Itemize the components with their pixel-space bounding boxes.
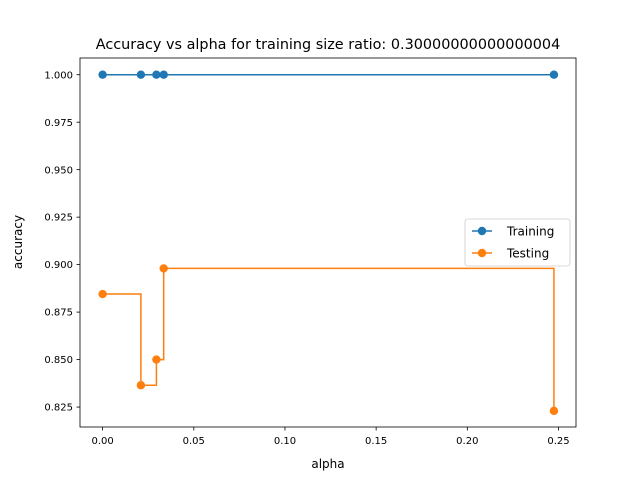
- y-tick-label: 0.850: [44, 355, 73, 366]
- data-point-training: [98, 70, 107, 79]
- data-point-testing: [152, 355, 161, 364]
- data-point-testing: [159, 264, 168, 273]
- data-point-training: [549, 70, 559, 79]
- legend-marker-testing: [477, 248, 487, 258]
- x-tick-label: 0.20: [456, 436, 478, 447]
- data-point-training: [152, 70, 161, 79]
- y-tick-label: 1.000: [44, 70, 73, 81]
- y-tick-label: 0.900: [44, 260, 73, 271]
- y-tick-label: 0.975: [44, 118, 73, 129]
- axes-frame: [79, 57, 577, 428]
- x-axis-ticks: 0.00 0.05 0.10 0.15 0.20 0.25: [91, 427, 570, 447]
- data-point-training: [159, 70, 168, 79]
- legend-marker-training: [477, 226, 487, 236]
- x-tick-label: 0.15: [365, 436, 387, 447]
- x-tick-label: 0.00: [91, 436, 113, 447]
- x-tick-label: 0.10: [274, 436, 296, 447]
- x-axis-label: alpha: [311, 457, 344, 471]
- legend: Training Testing: [464, 218, 571, 267]
- y-tick-label: 0.825: [44, 403, 73, 414]
- data-point-testing: [549, 406, 559, 416]
- y-tick-label: 0.925: [44, 213, 73, 224]
- y-tick-label: 0.875: [44, 308, 73, 319]
- x-tick-label: 0.25: [547, 436, 569, 447]
- data-point-training: [136, 70, 146, 79]
- x-tick-label: 0.05: [183, 436, 205, 447]
- data-point-testing: [136, 381, 146, 390]
- y-axis-label: accuracy: [11, 215, 25, 269]
- legend-label-training: Training: [506, 225, 554, 239]
- data-point-testing: [98, 289, 107, 299]
- y-tick-label: 0.950: [44, 165, 73, 176]
- legend-label-testing: Testing: [506, 247, 549, 261]
- y-axis-ticks: 0.825 0.850 0.875 0.900 0.925 0.950 0.975 1.000: [44, 70, 80, 414]
- series-layer: [98, 70, 559, 416]
- chart-title: Accuracy vs alpha for training size rati…: [96, 37, 560, 53]
